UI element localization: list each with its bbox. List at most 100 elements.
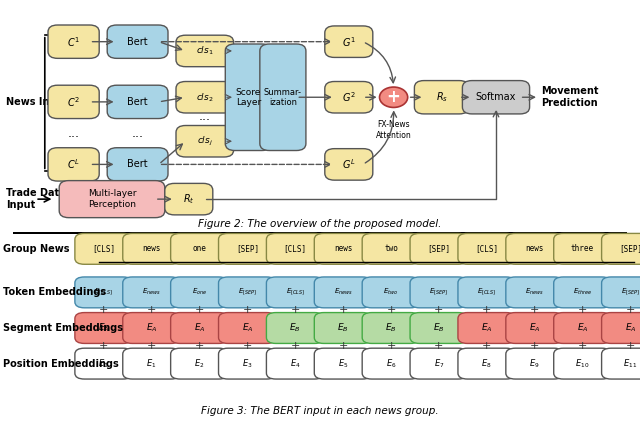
FancyBboxPatch shape [108,85,168,119]
Text: $G^L$: $G^L$ [342,157,356,171]
Text: [SEP]: [SEP] [428,244,451,253]
Text: $E_9$: $E_9$ [529,357,540,370]
FancyBboxPatch shape [602,348,640,379]
Text: $E_{news}$: $E_{news}$ [525,287,544,298]
FancyBboxPatch shape [554,348,611,379]
Text: +: + [530,341,540,351]
Text: $E_8$: $E_8$ [481,357,492,370]
FancyBboxPatch shape [458,233,516,264]
Text: $E_2$: $E_2$ [194,357,205,370]
FancyBboxPatch shape [314,277,372,308]
FancyBboxPatch shape [123,277,180,308]
Text: $cls_1$: $cls_1$ [196,45,214,57]
Text: $E_7$: $E_7$ [433,357,444,370]
Text: $C^1$: $C^1$ [67,35,80,48]
Text: +: + [291,341,300,351]
FancyBboxPatch shape [410,348,468,379]
FancyBboxPatch shape [362,348,420,379]
FancyBboxPatch shape [410,312,468,344]
Text: $cls_j$: $cls_j$ [197,135,212,148]
Text: ...: ... [199,110,211,123]
Text: Softmax: Softmax [476,92,516,102]
Text: $E_{[CLS]}$: $E_{[CLS]}$ [285,287,305,298]
Text: news: news [142,244,161,253]
Text: Multi-layer
Perception: Multi-layer Perception [88,189,136,209]
Text: Segment Embeddings: Segment Embeddings [3,323,123,333]
Text: FX-News
Attention: FX-News Attention [376,120,412,140]
FancyBboxPatch shape [75,233,132,264]
Text: +: + [147,341,156,351]
FancyBboxPatch shape [176,82,234,113]
Text: Token Embeddings: Token Embeddings [3,288,106,297]
Text: +: + [147,305,156,315]
FancyBboxPatch shape [260,44,306,150]
Text: $E_A$: $E_A$ [98,322,109,334]
FancyBboxPatch shape [266,233,324,264]
FancyBboxPatch shape [602,312,640,344]
Text: ...: ... [68,127,79,140]
FancyBboxPatch shape [171,233,228,264]
FancyBboxPatch shape [266,277,324,308]
FancyBboxPatch shape [602,277,640,308]
FancyBboxPatch shape [225,44,271,150]
FancyBboxPatch shape [108,148,168,181]
FancyBboxPatch shape [218,233,276,264]
FancyBboxPatch shape [415,80,468,114]
Text: +: + [482,305,492,315]
Text: $E_A$: $E_A$ [481,322,493,334]
Text: $E_A$: $E_A$ [194,322,205,334]
Text: +: + [195,341,204,351]
Text: +: + [482,341,492,351]
FancyBboxPatch shape [171,277,228,308]
Text: Bert: Bert [127,97,148,107]
FancyBboxPatch shape [458,277,516,308]
FancyBboxPatch shape [123,348,180,379]
Text: +: + [626,341,635,351]
Text: $E_A$: $E_A$ [146,322,157,334]
Text: $E_{[SEP]}$: $E_{[SEP]}$ [429,287,449,298]
Text: +: + [195,305,204,315]
FancyBboxPatch shape [218,348,276,379]
FancyBboxPatch shape [506,312,563,344]
FancyBboxPatch shape [554,312,611,344]
Text: +: + [626,305,635,315]
Text: $C^2$: $C^2$ [67,95,80,109]
Text: two: two [384,244,398,253]
FancyBboxPatch shape [48,85,99,119]
FancyBboxPatch shape [266,312,324,344]
Text: Position Embeddings: Position Embeddings [3,359,119,369]
Text: $R_s$: $R_s$ [436,91,447,104]
Text: +: + [339,305,348,315]
Circle shape [380,87,408,107]
Text: $E_{three}$: $E_{three}$ [573,287,592,298]
Text: [SEP]: [SEP] [619,244,640,253]
Text: ...: ... [132,127,143,140]
Text: Summar-
ization: Summar- ization [264,88,302,107]
Text: +: + [578,341,588,351]
Text: +: + [387,88,401,106]
Text: $E_A$: $E_A$ [241,322,253,334]
FancyBboxPatch shape [506,348,563,379]
FancyBboxPatch shape [75,312,132,344]
FancyBboxPatch shape [325,149,372,180]
Text: $E_A$: $E_A$ [625,322,636,334]
FancyBboxPatch shape [554,233,611,264]
Text: +: + [339,341,348,351]
FancyBboxPatch shape [410,277,468,308]
FancyBboxPatch shape [314,233,372,264]
Text: $E_3$: $E_3$ [242,357,253,370]
FancyBboxPatch shape [325,82,372,113]
Text: $G^2$: $G^2$ [342,91,356,104]
Text: [SEP]: [SEP] [236,244,259,253]
FancyBboxPatch shape [59,181,165,218]
Text: Movement
Prediction: Movement Prediction [541,86,598,108]
Text: +: + [387,341,396,351]
Text: $E_{10}$: $E_{10}$ [575,357,589,370]
FancyBboxPatch shape [123,233,180,264]
Text: $E_{11}$: $E_{11}$ [623,357,637,370]
FancyBboxPatch shape [48,25,99,59]
Text: $E_{[CLS]}$: $E_{[CLS]}$ [477,287,496,298]
Text: $E_5$: $E_5$ [338,357,348,370]
Text: $E_{news}$: $E_{news}$ [142,287,161,298]
FancyBboxPatch shape [48,148,99,181]
